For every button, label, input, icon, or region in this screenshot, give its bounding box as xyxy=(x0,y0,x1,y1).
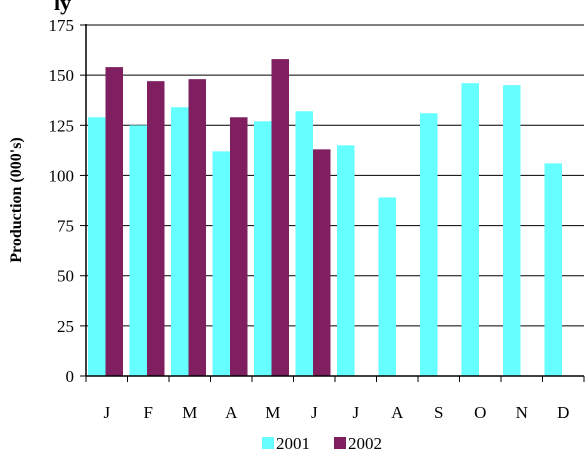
x-tick-label: J xyxy=(311,403,318,422)
bar-2001-8 xyxy=(378,197,396,376)
bar-2001-2 xyxy=(129,125,147,377)
bar-2002-4 xyxy=(230,117,248,377)
y-axis-label: Production (000's) xyxy=(8,137,25,262)
legend-label-2002: 2002 xyxy=(348,434,382,453)
y-tick-label: 25 xyxy=(57,317,74,336)
y-tick-label: 0 xyxy=(66,367,75,386)
bar-2002-6 xyxy=(313,149,331,376)
x-tick-label: A xyxy=(225,403,238,422)
y-tick-label: 150 xyxy=(49,66,75,85)
x-tick-label: O xyxy=(474,403,486,422)
legend-swatch-2001 xyxy=(262,437,274,449)
y-tick-label: 175 xyxy=(49,16,75,35)
bar-2001-11 xyxy=(503,85,521,377)
y-tick-label: 50 xyxy=(57,267,74,286)
bar-2002-2 xyxy=(147,81,165,376)
bar-2001-5 xyxy=(254,121,272,376)
x-tick-label: F xyxy=(144,403,153,422)
y-tick-labels: 0 25 50 75 100 125 150 175 xyxy=(49,16,75,386)
y-tick-label: 75 xyxy=(57,217,74,236)
bar-2002-5 xyxy=(271,59,289,377)
bar-2001-12 xyxy=(544,163,562,376)
bar-2001-9 xyxy=(420,113,438,376)
legend-label-2001: 2001 xyxy=(276,434,310,453)
bar-2001-6 xyxy=(295,111,313,376)
x-tick-label: J xyxy=(352,403,359,422)
x-tick-label: M xyxy=(182,403,197,422)
bar-2002-3 xyxy=(188,79,206,376)
legend-swatch-2002 xyxy=(334,437,346,449)
bar-2002-1 xyxy=(105,67,123,377)
grid-lines xyxy=(86,24,584,327)
y-tick-label: 125 xyxy=(49,116,75,135)
bar-2001-3 xyxy=(171,107,189,376)
bar-2001-10 xyxy=(461,83,479,376)
axes xyxy=(80,24,585,382)
x-tick-label: J xyxy=(103,403,110,422)
x-tick-label: A xyxy=(391,403,404,422)
bar-2001-1 xyxy=(88,117,106,377)
bar-2001-4 xyxy=(212,151,230,376)
chart-title: ly xyxy=(54,0,71,15)
x-tick-label: D xyxy=(557,403,569,422)
x-tick-label: M xyxy=(265,403,280,422)
bars xyxy=(88,59,562,377)
x-tick-label: N xyxy=(516,403,528,422)
y-tick-label: 100 xyxy=(49,166,75,185)
bar-2001-7 xyxy=(337,145,355,376)
legend: 2001 2002 xyxy=(262,434,382,453)
x-tick-label: S xyxy=(434,403,443,422)
